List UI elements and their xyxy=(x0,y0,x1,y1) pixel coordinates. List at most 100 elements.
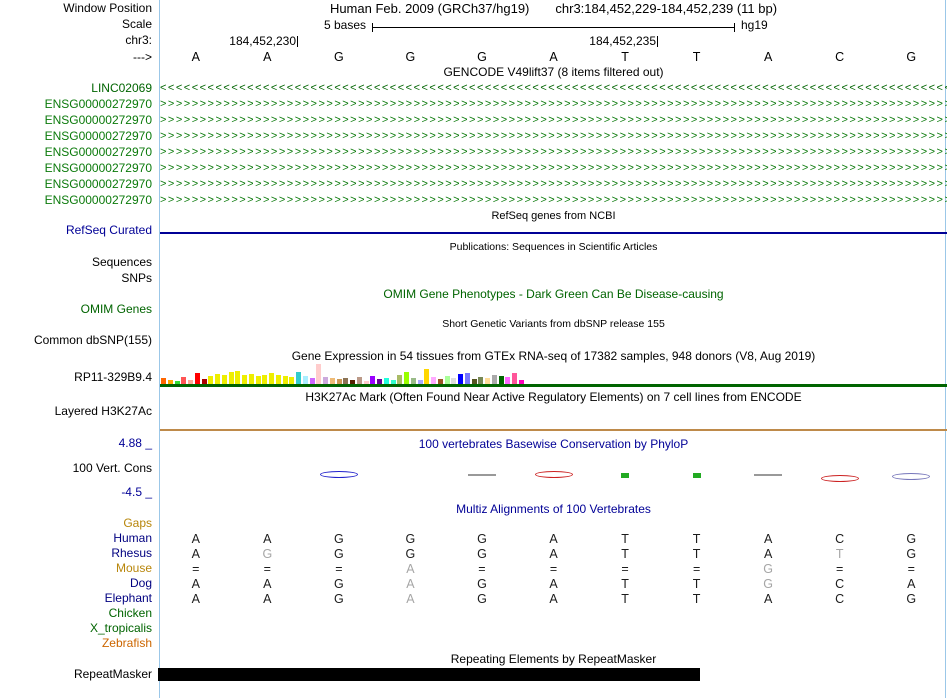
gtex-expression-bar[interactable] xyxy=(336,379,342,385)
gtex-expression-bar[interactable] xyxy=(201,379,207,385)
gtex-expression-bar[interactable] xyxy=(485,378,490,385)
gtex-expression-bar[interactable] xyxy=(242,375,247,385)
aligned-base[interactable]: G xyxy=(763,562,774,576)
aligned-base[interactable]: A xyxy=(406,577,415,591)
aligned-base[interactable]: A xyxy=(263,532,272,546)
gtex-gene-line[interactable] xyxy=(160,384,947,387)
aligned-base[interactable]: G xyxy=(477,532,487,546)
phylop-wiggle-mark[interactable] xyxy=(892,473,931,480)
track-label-species-rhesus[interactable]: Rhesus xyxy=(111,546,152,560)
gtex-expression-bar[interactable] xyxy=(309,378,315,385)
phylop-wiggle-mark[interactable] xyxy=(534,471,573,478)
gtex-expression-bar[interactable] xyxy=(444,376,450,385)
aligned-base[interactable]: G xyxy=(906,592,917,606)
gtex-expression-bar[interactable] xyxy=(518,380,524,385)
aligned-base[interactable]: A xyxy=(406,562,415,576)
gtex-track-title[interactable]: Gene Expression in 54 tissues from GTEx … xyxy=(291,349,816,363)
aligned-base[interactable]: T xyxy=(621,532,629,546)
gtex-expression-bar[interactable] xyxy=(363,381,369,385)
gencode-gene-line[interactable]: >>>>>>>>>>>>>>>>>>>>>>>>>>>>>>>>>>>>>>>>… xyxy=(160,98,947,110)
aligned-base[interactable]: = xyxy=(621,562,629,576)
aligned-base[interactable]: = xyxy=(836,562,844,576)
aligned-base[interactable]: C xyxy=(835,577,845,591)
gtex-expression-bar[interactable] xyxy=(275,375,281,385)
aligned-base[interactable]: A xyxy=(191,577,200,591)
aligned-base[interactable]: G xyxy=(405,547,416,561)
aligned-base[interactable]: G xyxy=(334,547,344,561)
gtex-expression-bar[interactable] xyxy=(262,375,268,385)
gtex-expression-bar[interactable] xyxy=(289,377,295,385)
gtex-expression-bar[interactable] xyxy=(512,373,517,385)
gtex-expression-bar[interactable] xyxy=(296,372,301,385)
aligned-base[interactable]: = xyxy=(907,562,915,576)
track-label-sequences[interactable]: Sequences xyxy=(91,255,152,269)
gtex-expression-bar[interactable] xyxy=(498,376,504,385)
track-label-species-dog[interactable]: Dog xyxy=(129,576,152,590)
gencode-row-label[interactable]: ENSG00000272970 xyxy=(44,129,152,143)
gtex-expression-bar[interactable] xyxy=(194,373,200,385)
aligned-base[interactable]: G xyxy=(763,577,774,591)
aligned-base[interactable]: A xyxy=(191,547,200,561)
publications-track-title[interactable]: Publications: Sequences in Scientific Ar… xyxy=(449,241,658,253)
gtex-expression-bar[interactable] xyxy=(255,376,261,385)
gtex-bar-chart[interactable] xyxy=(161,361,524,385)
gtex-expression-bar[interactable] xyxy=(478,377,484,385)
aligned-base[interactable]: A xyxy=(549,592,558,606)
aligned-base[interactable]: A xyxy=(907,577,916,591)
track-label-100-vert-cons[interactable]: 100 Vert. Cons xyxy=(72,461,152,475)
aligned-base[interactable]: G xyxy=(262,547,273,561)
repeatmasker-element-bar[interactable] xyxy=(158,668,700,681)
gtex-expression-bar[interactable] xyxy=(316,364,322,385)
gtex-expression-bar[interactable] xyxy=(323,377,328,385)
track-label-species-mouse[interactable]: Mouse xyxy=(115,561,152,575)
gtex-expression-bar[interactable] xyxy=(431,377,436,385)
gencode-row-label[interactable]: ENSG00000272970 xyxy=(44,113,152,127)
aligned-base[interactable]: = xyxy=(549,562,558,576)
gencode-row-label[interactable]: ENSG00000272970 xyxy=(44,161,152,175)
phylop-wiggle-mark[interactable] xyxy=(467,474,496,476)
aligned-base[interactable]: G xyxy=(906,532,917,546)
aligned-base[interactable]: G xyxy=(334,577,344,591)
gtex-expression-bar[interactable] xyxy=(458,374,463,385)
track-label-species-chicken[interactable]: Chicken xyxy=(108,606,152,620)
aligned-base[interactable]: G xyxy=(334,532,344,546)
gtex-expression-bar[interactable] xyxy=(329,378,335,385)
multiz-track-title[interactable]: Multiz Alignments of 100 Vertebrates xyxy=(456,502,651,516)
omim-track-title[interactable]: OMIM Gene Phenotypes - Dark Green Can Be… xyxy=(383,287,724,301)
gtex-expression-bar[interactable] xyxy=(464,373,470,385)
track-label-omim-genes[interactable]: OMIM Genes xyxy=(80,302,152,316)
aligned-base[interactable]: G xyxy=(477,547,487,561)
gtex-expression-bar[interactable] xyxy=(208,376,214,385)
gtex-expression-bar[interactable] xyxy=(390,380,396,385)
gtex-expression-bar[interactable] xyxy=(174,381,180,385)
gencode-gene-line[interactable]: >>>>>>>>>>>>>>>>>>>>>>>>>>>>>>>>>>>>>>>>… xyxy=(160,178,947,190)
gtex-expression-bar[interactable] xyxy=(302,376,308,385)
gencode-row-label[interactable]: ENSG00000272970 xyxy=(44,97,152,111)
gtex-expression-bar[interactable] xyxy=(350,380,355,385)
aligned-base[interactable]: A xyxy=(191,532,200,546)
gtex-expression-bar[interactable] xyxy=(221,375,227,385)
track-label-layered-h3k27ac[interactable]: Layered H3K27Ac xyxy=(54,404,152,418)
gtex-expression-bar[interactable] xyxy=(471,379,477,385)
gencode-gene-line[interactable]: <<<<<<<<<<<<<<<<<<<<<<<<<<<<<<<<<<<<<<<<… xyxy=(160,82,947,94)
aligned-base[interactable]: A xyxy=(406,592,415,606)
gtex-expression-bar[interactable] xyxy=(188,380,193,385)
aligned-base[interactable]: A xyxy=(191,592,200,606)
aligned-base[interactable]: C xyxy=(835,592,845,606)
gtex-expression-bar[interactable] xyxy=(377,379,382,385)
gtex-expression-bar[interactable] xyxy=(397,375,403,385)
aligned-base[interactable]: T xyxy=(621,577,629,591)
multiz-row-mouse[interactable]: = = = A = = = = G = = xyxy=(160,562,947,576)
phylop-wiggle-mark[interactable] xyxy=(820,475,859,482)
aligned-base[interactable]: = xyxy=(692,562,701,576)
aligned-base[interactable]: C xyxy=(835,532,845,546)
track-label-common-dbsnp[interactable]: Common dbSNP(155) xyxy=(33,333,152,347)
phylop-wiggle-mark[interactable] xyxy=(692,473,701,478)
gtex-expression-bar[interactable] xyxy=(410,378,416,385)
aligned-base[interactable]: = xyxy=(263,562,271,576)
phylop-wiggle-mark[interactable] xyxy=(621,473,630,478)
gencode-gene-line[interactable]: >>>>>>>>>>>>>>>>>>>>>>>>>>>>>>>>>>>>>>>>… xyxy=(160,194,947,206)
